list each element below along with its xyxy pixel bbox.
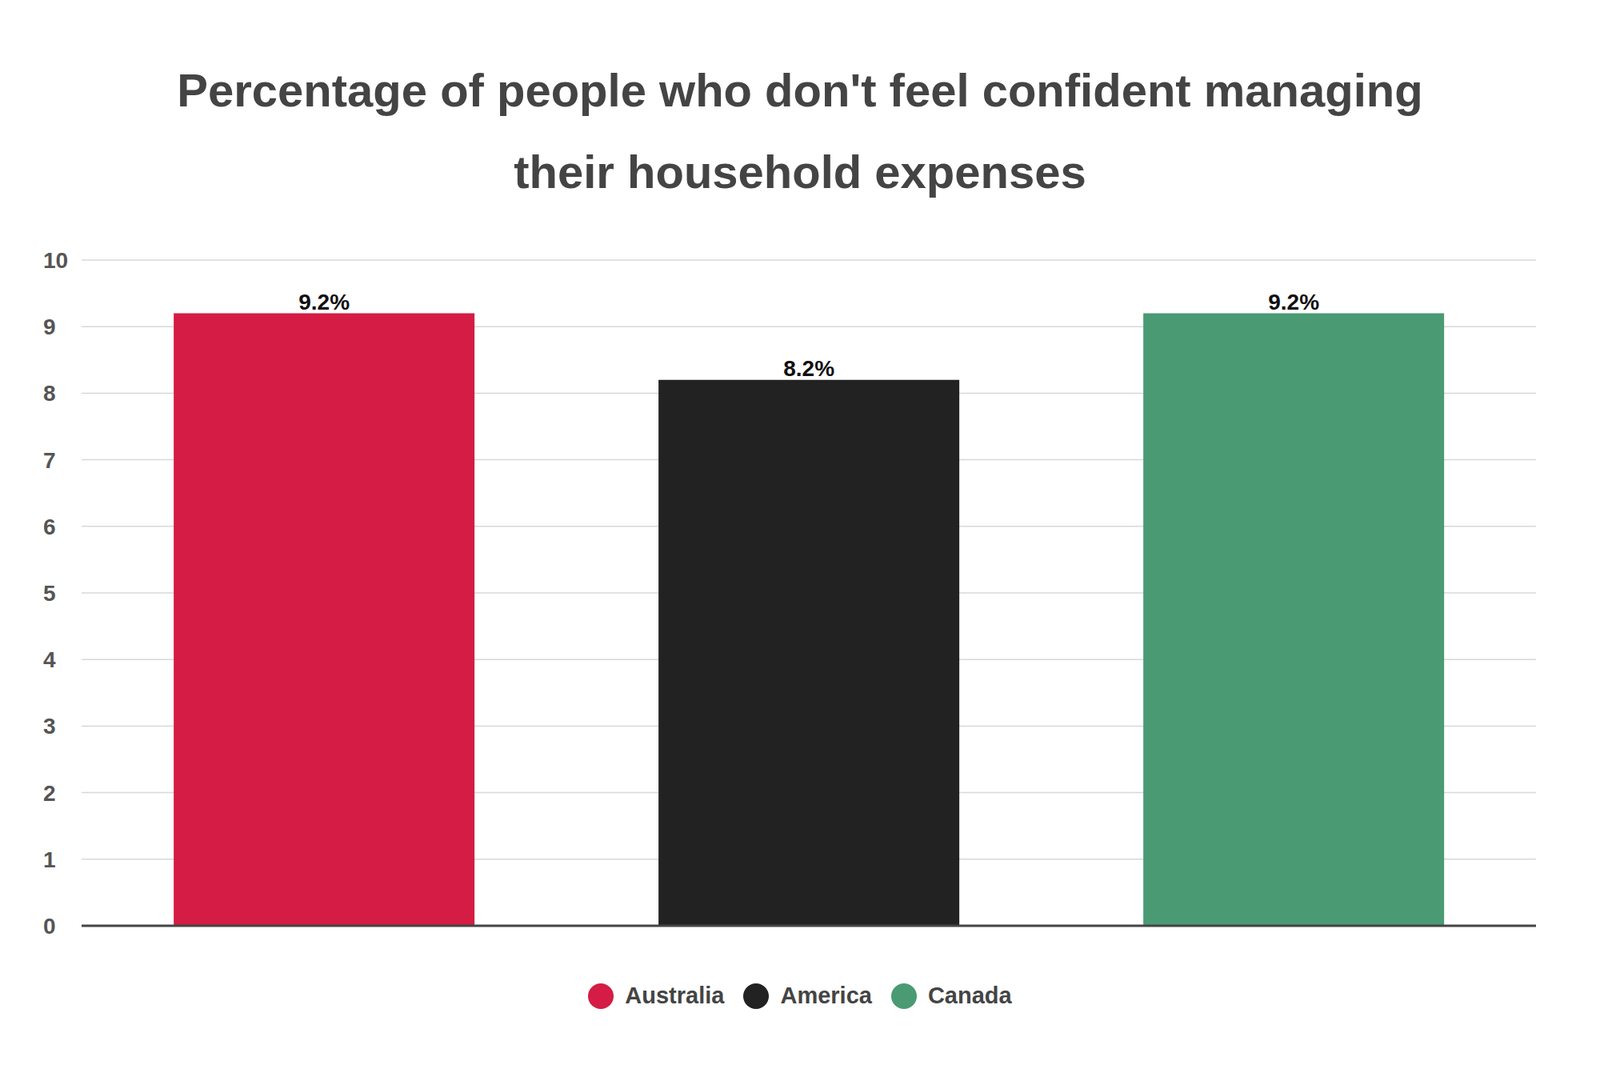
html-text:Canada: Canada (927, 982, 1012, 1008)
svg-text:5: 5 (43, 580, 56, 606)
svg-text:8.2%: 8.2% (783, 356, 835, 381)
svg-text:10: 10 (43, 248, 68, 273)
svg-text:9.2%: 9.2% (1268, 289, 1320, 315)
svg-text:4: 4 (43, 647, 56, 672)
svg-text:2: 2 (43, 780, 56, 806)
html-text:Percentage of people who don't: Percentage of people who don't feel conf… (177, 64, 1423, 198)
svg-text:8: 8 (43, 380, 56, 406)
html-text:America: America (780, 982, 872, 1008)
svg-text:9: 9 (43, 314, 56, 340)
html-text:Australia: Australia (625, 982, 725, 1008)
svg-text:7: 7 (43, 448, 56, 473)
svg-text:0: 0 (43, 913, 56, 939)
svg-text:1: 1 (43, 847, 56, 872)
svg-text:6: 6 (43, 514, 56, 540)
svg-text:3: 3 (43, 713, 56, 739)
svg-text:9.2%: 9.2% (298, 289, 350, 315)
